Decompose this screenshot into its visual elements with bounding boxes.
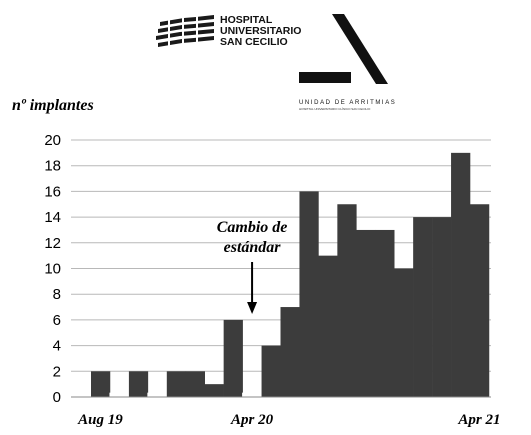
bar	[299, 191, 319, 397]
unit-logo-mark-icon	[332, 14, 388, 84]
bar	[356, 229, 376, 397]
unit-logo-line2: HOSPITAL UNIVERSITARIO CLÍNICO SAN CECIL…	[299, 107, 371, 111]
bar	[337, 204, 357, 397]
y-tick-label: 18	[44, 158, 61, 175]
bar	[413, 217, 433, 397]
bar	[261, 345, 281, 397]
x-tick-label: Apr 20	[230, 412, 274, 428]
bar	[91, 371, 111, 397]
bar	[432, 217, 452, 397]
bar	[280, 307, 300, 397]
y-axis-label: nº implantes	[12, 97, 94, 114]
y-tick-label: 20	[44, 132, 61, 149]
hospital-logo-line3: SAN CECILIO	[220, 36, 288, 48]
y-tick-labels: 0 2 4 6 8 10 12 14 16 18 20	[44, 132, 61, 406]
annotation-line2: estándar	[224, 239, 282, 256]
bar	[223, 319, 243, 397]
unit-logo-bar-icon	[299, 72, 351, 83]
y-tick-label: 6	[53, 312, 61, 329]
bar	[166, 371, 187, 397]
y-tick-label: 12	[44, 235, 61, 252]
bar	[185, 371, 205, 397]
bar	[451, 152, 471, 397]
annotation-arrowhead-icon	[247, 302, 258, 314]
bar	[242, 392, 263, 398]
x-tick-label: Aug 19	[77, 412, 123, 428]
annotation: Cambio de estándar	[217, 219, 288, 314]
y-tick-label: 4	[53, 338, 61, 355]
bar	[375, 229, 395, 397]
hospital-logo-line1: HOSPITAL	[220, 14, 273, 26]
y-tick-label: 16	[44, 183, 61, 200]
hospital-logo-line2: UNIVERSITARIO	[220, 25, 301, 37]
hospital-logo-mark-icon	[156, 14, 214, 48]
y-tick-label: 0	[53, 389, 61, 406]
bar	[147, 392, 168, 398]
bar	[318, 255, 338, 397]
bars	[91, 152, 490, 398]
bar	[128, 371, 149, 397]
bar	[204, 384, 224, 397]
unit-logo: UNIDAD DE ARRITMIAS HOSPITAL UNIVERSITAR…	[299, 14, 396, 111]
x-tick-label: Apr 21	[457, 412, 500, 428]
bar	[470, 204, 490, 397]
x-tick-labels: Aug 19 Apr 20 Apr 21	[77, 412, 500, 428]
y-tick-label: 8	[53, 286, 61, 303]
unit-logo-line1: UNIDAD DE ARRITMIAS	[299, 100, 396, 106]
bar	[394, 268, 414, 397]
annotation-line1: Cambio de	[217, 219, 288, 236]
hospital-logo: HOSPITAL UNIVERSITARIO SAN CECILIO	[156, 14, 301, 48]
y-tick-label: 2	[53, 363, 61, 380]
y-tick-label: 14	[44, 209, 61, 226]
bar	[109, 392, 130, 398]
y-tick-label: 10	[44, 261, 61, 278]
